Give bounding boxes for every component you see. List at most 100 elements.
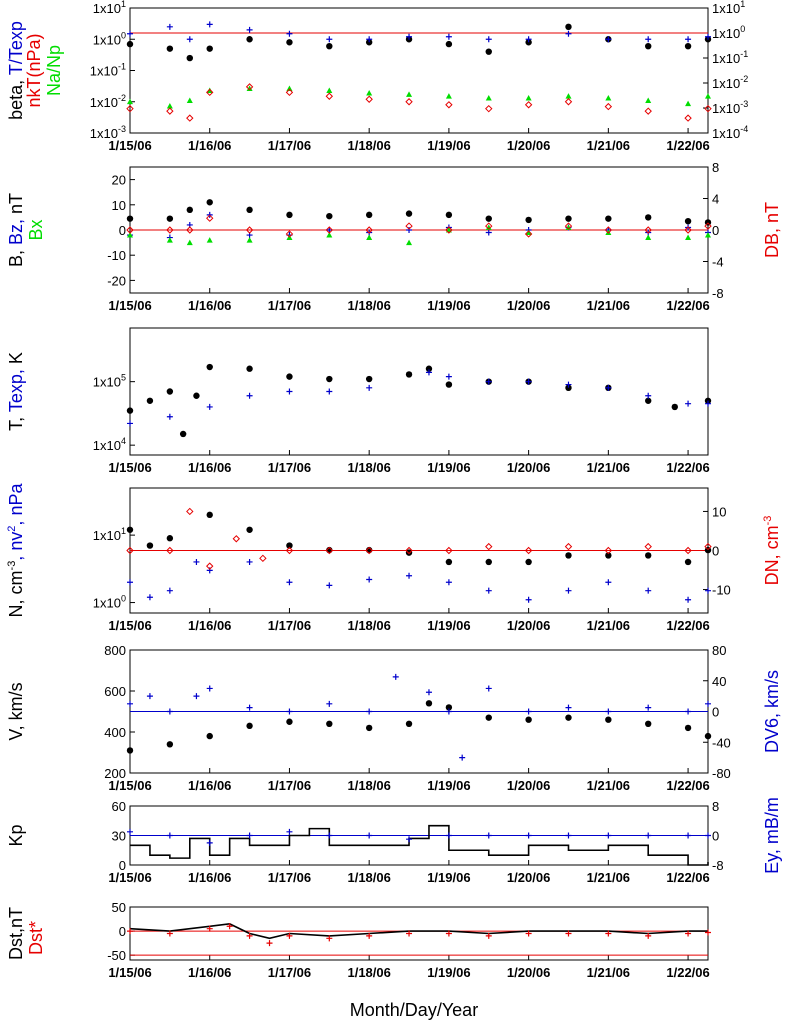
data-point [485,378,492,385]
data-point [445,93,452,99]
series-red [127,923,711,947]
data-point [166,103,173,109]
y2-axis-label: DV6, km/s [762,670,782,753]
data-point [127,579,133,586]
data-point [405,210,413,217]
date-label: 1/19/06 [427,778,470,793]
data-point [406,930,413,937]
data-point [285,88,294,97]
date-label: 1/16/06 [188,138,231,153]
date-label: 1/16/06 [188,460,231,475]
data-point [326,388,333,395]
data-point [485,95,492,101]
tick-label: 1x100 [93,30,126,47]
date-label: 1/22/06 [666,298,709,313]
data-point [425,700,433,707]
data-point [605,832,612,839]
data-point [445,558,453,566]
tick-label: -80 [712,766,731,781]
tick-label: 1x10-2 [712,74,748,91]
date-label: 1/21/06 [587,965,630,980]
data-point [525,39,532,46]
data-point [525,378,532,385]
date-label: 1/18/06 [347,618,390,633]
data-point [366,384,373,391]
data-point [286,579,293,586]
data-point [445,704,453,711]
data-point [365,39,373,46]
data-point [565,381,572,388]
data-point [166,546,174,555]
data-point [206,21,213,28]
data-point [605,384,612,391]
data-point [366,36,373,43]
data-point [166,45,174,52]
data-point [445,579,452,586]
tick-label: -10 [712,583,731,598]
data-point [127,828,133,835]
series-line [130,824,709,866]
data-point [206,87,213,94]
data-point [405,546,413,555]
date-label: 1/17/06 [268,870,311,885]
data-point [325,546,334,555]
data-point [684,114,692,122]
data-point [705,832,711,839]
data-point [326,700,333,707]
data-point [206,363,213,371]
data-point [406,91,413,97]
y-axis-label-bx: Bx [26,219,46,240]
date-label: 1/16/06 [188,870,231,885]
data-point [326,935,333,942]
data-point [246,392,253,399]
panel-kp-ey: 0 30 60 -8 0 8 1/15/06 1/16/06 1/17/06 1/18/06 1/1… [6,797,782,885]
data-point [206,403,213,410]
tick-label: 1x10-1 [90,62,126,79]
data-point [206,214,214,222]
data-point [166,930,173,937]
date-label: 1/16/06 [188,965,231,980]
tick-label: 1x10-2 [90,93,126,110]
tick-label: 0 [712,829,719,844]
data-point [685,234,692,241]
date-label: 1/20/06 [507,965,550,980]
data-point [326,212,333,220]
data-point [645,832,652,839]
data-point [445,226,453,234]
data-point [365,375,373,383]
data-point [206,839,213,846]
data-point [246,365,253,372]
data-point [326,36,333,43]
data-point [645,720,652,727]
data-point [325,92,334,100]
data-point [286,211,293,219]
tick-label: 1x100 [93,594,126,611]
data-point [286,85,293,92]
data-point [645,214,652,221]
date-label: 1/22/06 [666,870,709,885]
series-black [126,700,712,754]
date-label: 1/21/06 [587,618,630,633]
data-point [704,732,712,740]
tick-label: 1x101 [93,0,126,16]
date-label: 1/20/06 [507,778,550,793]
data-point [186,97,193,103]
data-point [445,832,452,839]
data-point [166,741,174,748]
date-label: 1/19/06 [427,870,470,885]
tick-label: 0 [119,924,126,939]
data-point [645,392,652,399]
data-point [405,371,413,378]
data-point [684,546,692,555]
date-label: 1/22/06 [666,965,709,980]
data-point [246,832,253,839]
data-point [326,720,333,727]
panel-dst: -50 0 50 1/15/06 1/16/06 1/17/06 1/18/06 1/19/0… [6,900,711,980]
data-point [645,704,652,711]
data-point [406,239,413,246]
data-point [565,714,572,721]
y2-axis-label: DB, nT [762,202,782,258]
data-point [206,562,214,570]
data-point [565,704,572,711]
series-blue [127,369,711,427]
